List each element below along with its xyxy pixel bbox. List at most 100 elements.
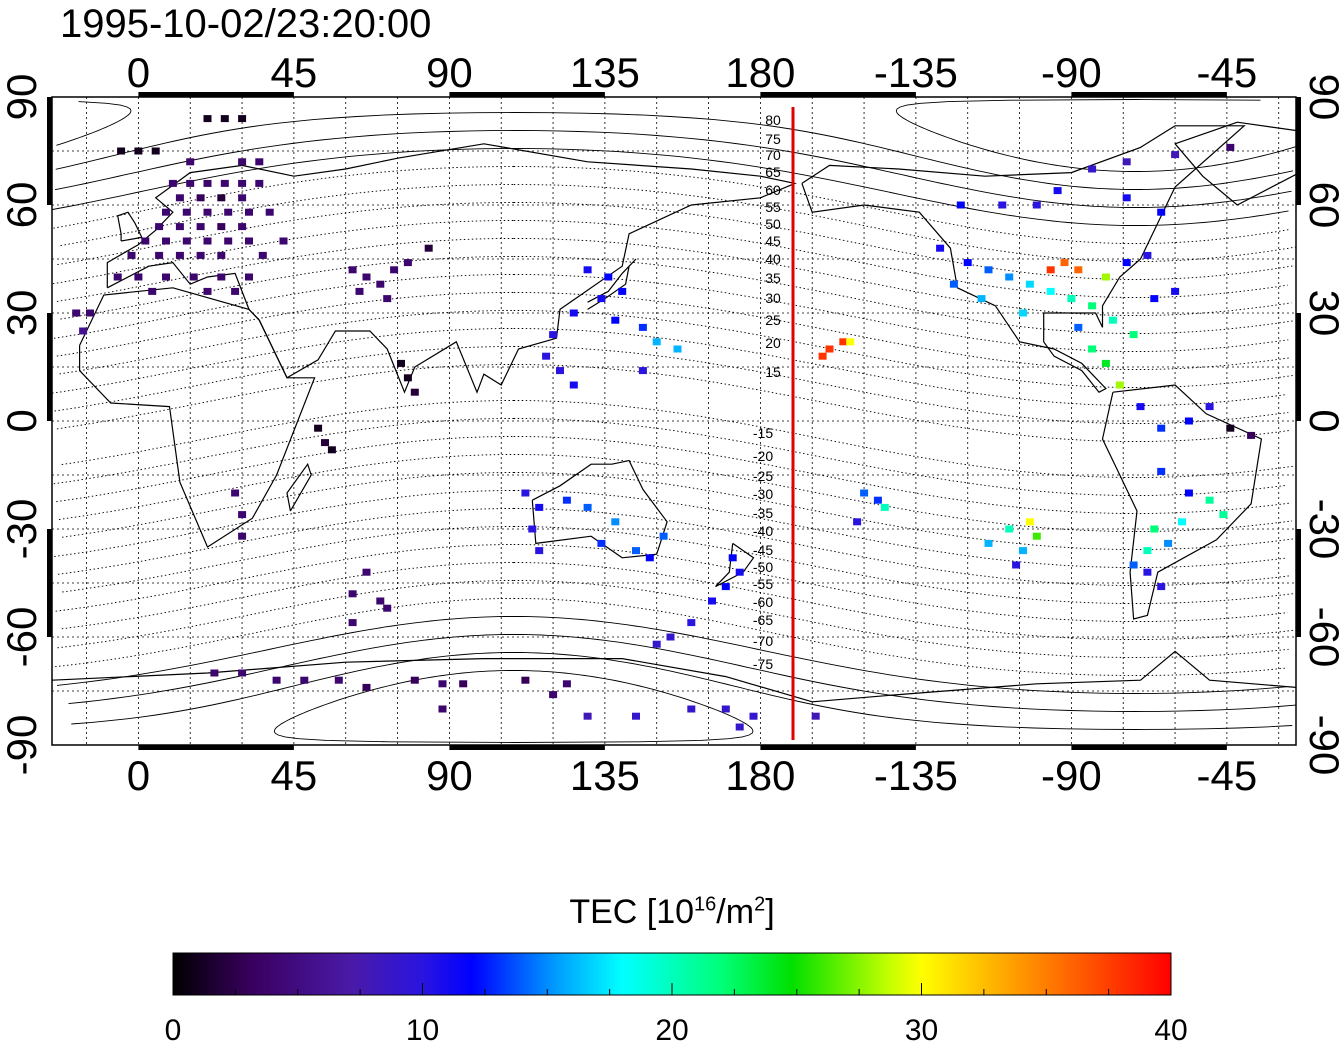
bottom-axis-bar <box>1071 745 1227 750</box>
magnetic-latitude-label: 40 <box>765 251 781 267</box>
tec-point <box>673 345 682 353</box>
map-axes: 0045459090135135180180-135-135-90-90-45-… <box>0 49 1344 799</box>
colorbar-title-exponent2: 2 <box>754 893 766 916</box>
tec-point <box>1247 431 1256 439</box>
tec-point <box>749 712 758 720</box>
top-lon-label: 90 <box>426 49 473 96</box>
magnetic-latitude-label: -25 <box>753 468 773 484</box>
magnetic-contour <box>55 112 1294 190</box>
tec-point <box>134 273 143 281</box>
lat-lon-grid <box>52 97 1296 745</box>
tec-point <box>1088 345 1097 353</box>
tec-point <box>687 705 696 713</box>
tec-point <box>217 223 226 231</box>
tec-point <box>535 503 544 511</box>
tec-point <box>220 115 229 123</box>
tec-point <box>151 147 160 155</box>
magnetic-latitude-label: -45 <box>753 542 773 558</box>
colorbar-tick-label: 40 <box>1154 1014 1187 1047</box>
tec-point <box>238 115 247 123</box>
magnetic-latitude-label: -30 <box>753 486 773 502</box>
coastline-segment <box>1174 121 1296 206</box>
tec-point <box>220 179 229 187</box>
top-lon-label: -90 <box>1041 49 1102 96</box>
tec-point <box>549 331 558 339</box>
tec-point <box>1088 165 1097 173</box>
tec-point <box>1025 280 1034 288</box>
tec-point <box>238 158 247 166</box>
tec-point <box>231 489 240 497</box>
bottom-axis-bar <box>138 745 294 750</box>
tec-point <box>79 327 88 335</box>
tec-point <box>175 194 184 202</box>
tec-point <box>963 259 972 267</box>
tec-point <box>1032 532 1041 540</box>
coastline-segment <box>531 459 668 559</box>
tec-point <box>562 496 571 504</box>
top-lon-label: -45 <box>1197 49 1258 96</box>
tec-point <box>611 316 620 324</box>
left-lat-label: -90 <box>0 715 45 776</box>
tec-point <box>210 669 219 677</box>
bottom-lon-label: 135 <box>570 752 640 799</box>
colorbar-tick-label: 20 <box>655 1014 688 1047</box>
tec-point <box>438 680 447 688</box>
tec-point <box>1046 266 1055 274</box>
tec-point <box>556 367 564 375</box>
tec-point <box>383 604 392 612</box>
tec-point <box>949 280 958 288</box>
tec-point <box>376 280 385 288</box>
tec-point <box>186 179 195 187</box>
tec-point <box>652 338 661 346</box>
bottom-axis-bar <box>760 745 916 750</box>
colorbar-title-suffix: ] <box>765 893 775 931</box>
magnetic-contour <box>56 436 1290 514</box>
tec-point <box>231 287 240 295</box>
tec-point <box>403 259 412 267</box>
tec-point <box>155 251 164 259</box>
bottom-lon-label: 45 <box>271 752 318 799</box>
tec-point <box>182 237 191 245</box>
tec-point <box>238 669 247 677</box>
magnetic-contour <box>56 99 1296 172</box>
tec-point <box>1074 323 1083 331</box>
magnetic-latitude-label: -35 <box>753 505 773 521</box>
tec-point <box>604 273 613 281</box>
coastline-segment <box>286 462 312 512</box>
tec-point <box>348 590 357 598</box>
tec-point <box>362 683 371 691</box>
right-lat-label: 60 <box>1301 182 1344 229</box>
magnetic-contour <box>57 580 1289 658</box>
tec-point <box>203 115 212 123</box>
magnetic-latitude-label: -20 <box>753 448 773 464</box>
tec-point <box>1019 309 1027 317</box>
tec-point <box>224 208 233 216</box>
magnetic-contour <box>61 400 1296 478</box>
tec-point <box>1088 302 1097 310</box>
magnetic-latitude-label: -70 <box>753 633 773 649</box>
tec-point <box>72 309 81 317</box>
tec-point <box>998 201 1007 209</box>
colorbar-title-exponent: 16 <box>694 893 717 916</box>
tec-point <box>521 676 530 684</box>
tec-point <box>597 539 606 547</box>
tec-point <box>272 676 281 684</box>
tec-point <box>1143 568 1152 576</box>
magnetic-latitude-label: -50 <box>753 559 773 575</box>
magnetic-latitude-label: -60 <box>753 594 773 610</box>
tec-point <box>459 680 468 688</box>
bottom-lon-label: 0 <box>127 752 150 799</box>
magnetic-latitude-label: -65 <box>753 612 773 628</box>
tec-point <box>141 237 150 245</box>
left-lat-label: 30 <box>0 290 45 337</box>
tec-point <box>583 503 592 511</box>
tec-point <box>314 424 323 432</box>
right-lat-label: -60 <box>1301 607 1344 668</box>
tec-point <box>583 266 592 274</box>
tec-point <box>1005 525 1014 533</box>
tec-point <box>245 273 253 281</box>
tec-point <box>611 518 620 526</box>
colorbar-title-prefix: TEC [10 <box>569 893 695 931</box>
magnetic-contour <box>54 490 1288 568</box>
